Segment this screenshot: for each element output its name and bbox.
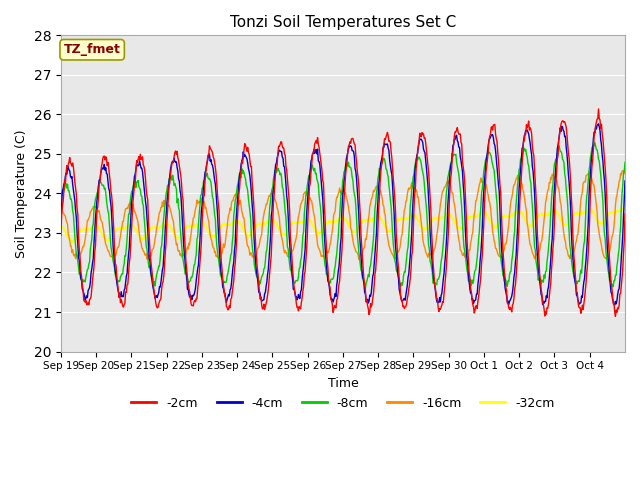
-2cm [621,211,629,217]
-2cm [433,297,440,302]
-2cm [227,297,235,302]
Y-axis label: Soil Temperature (C): Soil Temperature (C) [15,129,28,258]
-32cm [434,216,442,221]
-2cm [276,142,284,147]
-16cm [255,244,262,250]
Line: -2cm: -2cm [61,109,625,316]
-4cm [595,121,602,127]
-4cm [227,286,235,291]
-4cm [124,271,131,276]
-32cm [620,204,627,210]
-4cm [276,148,284,154]
Line: -4cm: -4cm [61,124,625,305]
-2cm [401,304,409,310]
X-axis label: Time: Time [328,377,358,390]
Text: TZ_fmet: TZ_fmet [64,43,120,56]
-2cm [595,106,602,112]
-4cm [621,178,629,184]
-32cm [277,229,285,235]
-2cm [612,313,620,319]
Line: -16cm: -16cm [61,170,625,259]
-8cm [434,276,442,282]
-32cm [69,239,77,245]
-4cm [255,289,262,295]
-16cm [124,205,131,211]
-8cm [276,172,284,178]
-32cm [57,225,65,230]
-8cm [362,286,369,291]
-16cm [57,206,65,212]
-16cm [355,256,363,262]
-4cm [57,212,65,218]
-8cm [255,283,262,288]
-16cm [402,198,410,204]
-32cm [621,205,629,211]
-8cm [402,262,410,268]
-8cm [124,236,131,241]
Legend: -2cm, -4cm, -8cm, -16cm, -32cm: -2cm, -4cm, -8cm, -16cm, -32cm [126,392,559,415]
-8cm [621,159,629,165]
-2cm [57,233,65,239]
Line: -8cm: -8cm [61,143,625,288]
Line: -32cm: -32cm [61,207,625,242]
-16cm [620,168,627,173]
-32cm [402,216,410,222]
-16cm [227,207,235,213]
-16cm [434,228,442,234]
-2cm [255,281,262,287]
-8cm [227,252,235,258]
-4cm [611,302,618,308]
-32cm [228,222,236,228]
-4cm [433,298,440,304]
-2cm [124,282,131,288]
-8cm [591,140,598,145]
-32cm [124,223,132,228]
-4cm [401,298,409,303]
-8cm [57,198,65,204]
-16cm [276,225,284,230]
-32cm [255,221,263,227]
-16cm [621,168,629,174]
Title: Tonzi Soil Temperatures Set C: Tonzi Soil Temperatures Set C [230,15,456,30]
